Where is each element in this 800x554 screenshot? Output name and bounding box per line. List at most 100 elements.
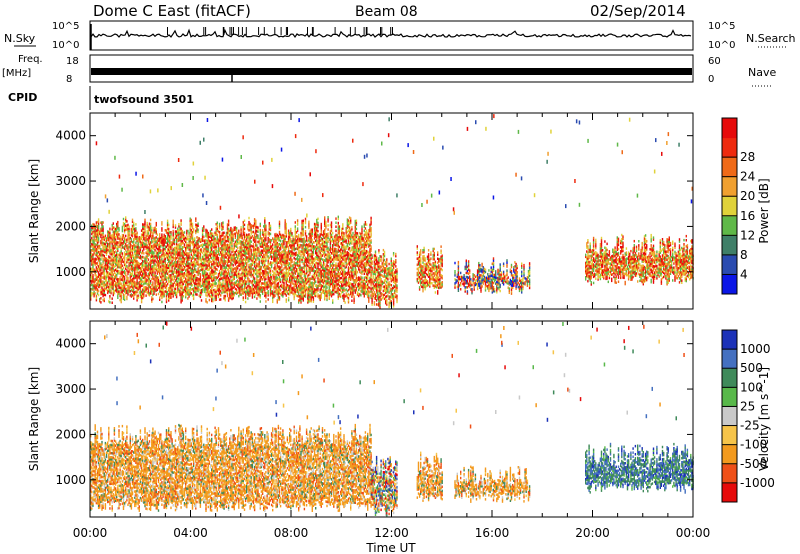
scatter-cell [181,242,183,245]
scatter-cell [103,242,105,245]
scatter-cell [111,252,113,255]
scatter-cell [162,270,164,274]
scatter-cell [92,257,94,261]
scatter-cell [235,288,238,291]
scatter-cell [166,250,169,253]
scatter-cell [116,231,118,234]
scatter-cell [111,228,113,231]
scatter-cell [260,276,263,279]
scatter-cell [134,236,136,239]
scatter-cell [120,264,122,267]
scatter-cell [160,239,162,242]
scatter-cell [93,243,95,247]
scatter-cell [116,288,118,291]
scatter-cell [104,236,107,240]
scatter-cell [94,233,96,236]
scatter-cell [97,293,100,297]
scatter-cell [173,287,176,291]
scatter-cell [122,281,125,284]
scatter-cell [166,237,169,241]
scatter-cell [129,255,131,258]
scatter-cell [294,221,296,224]
scatter-cell [136,290,138,294]
scatter-cell [156,253,159,257]
scatter-cell [159,274,161,277]
scatter-cell [123,286,126,289]
scatter-cell [154,240,156,244]
scatter-cell [93,237,95,241]
scatter-cell [101,286,103,289]
scatter-cell [97,257,100,260]
scatter-cell [174,232,177,235]
scatter-cell [96,278,99,281]
scatter-cell [107,232,109,235]
scatter-cell [169,249,171,253]
scatter-cell [220,294,222,297]
scatter-cell [191,226,194,230]
scatter-cell [171,276,173,279]
scatter-cell [239,240,241,243]
scatter-cell [165,286,168,289]
scatter-cell [131,273,134,277]
scatter-cell [191,277,194,281]
scatter-cell [177,243,179,247]
scatter-cell [118,263,120,267]
scatter-cell [102,294,104,298]
scatter-cell [133,266,135,270]
scatter-cell [187,266,189,270]
scatter-cell [146,279,148,282]
scatter-cell [129,253,131,256]
scatter-cell [139,295,142,299]
scatter-cell [97,222,100,225]
scatter-cell [177,288,179,292]
scatter-cell [102,231,104,234]
scatter-cell [101,255,103,259]
scatter-cell [155,293,157,296]
scatter-cell [156,251,159,255]
scatter-cell [117,237,119,240]
scatter-cell [165,290,168,293]
scatter-cell [103,293,105,297]
scatter-cell [162,252,164,255]
scatter-cell [191,237,194,240]
scatter-cell [200,268,203,272]
scatter-cell [204,241,206,245]
scatter-cell [187,246,189,249]
scatter-cell [173,265,176,268]
scatter-cell [182,231,185,235]
scatter-cell [159,286,161,289]
scatter-cell [128,225,130,228]
scatter-cell [199,256,202,260]
scatter-cell [131,249,134,252]
scatter-cell [126,279,128,282]
scatter-cell [140,282,143,285]
scatter-cell [91,279,93,283]
scatter-cell [112,277,114,280]
scatter-cell [104,234,107,238]
scatter-cell [180,280,182,284]
scatter-cell [161,272,163,275]
scatter-cell [137,282,139,285]
scatter-cell [170,237,172,240]
scatter-cell [160,267,162,271]
scatter-cell [189,223,191,227]
scatter-cell [143,282,145,286]
scatter-cell [186,264,188,267]
scatter-cell [134,231,136,235]
scatter-cell [155,285,157,288]
scatter-cell [142,272,144,275]
scatter-cell [135,257,137,261]
scatter-cell [165,294,168,298]
scatter-cell [157,292,160,296]
scatter-cell [257,226,259,229]
scatter-cell [186,244,188,247]
scatter-cell [197,251,199,254]
scatter-cell [100,235,102,239]
scatter-cell [152,273,154,276]
scatter-cell [164,261,166,265]
scatter-cell [183,290,186,293]
scatter-cell [204,286,206,289]
scatter-cell [118,237,120,240]
scatter-cell [92,284,94,287]
scatter-cell [194,251,196,255]
